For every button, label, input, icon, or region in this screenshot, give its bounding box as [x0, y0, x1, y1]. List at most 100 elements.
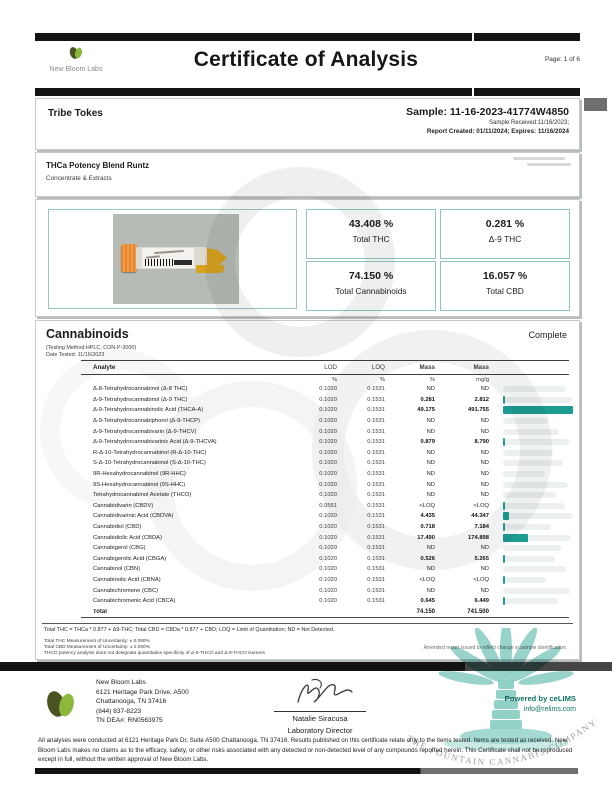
mass-mgg-value: 174.898: [468, 534, 489, 541]
d9-thc-value: 0.281 %: [485, 218, 525, 230]
d9-thc-label: Δ-9 THC: [488, 234, 522, 244]
signer-name: Natalie Siracusa: [292, 714, 348, 723]
lod-value: 0.1020: [319, 576, 337, 583]
cannabinoids-panel: Cannabinoids Complete (Testing Method:HP…: [35, 320, 580, 660]
lod-value: 0.1020: [319, 471, 337, 478]
table-row: Cannabinolic Acid (CBNA) 0.1020 0.1531 <LOQ…: [81, 575, 569, 586]
product-category: Concentrate & Extracts: [46, 175, 112, 182]
analyte-name: Δ-9-Tetrahydrocannabinol (Δ-9 THC): [93, 396, 188, 403]
mass-pct-value: 0.879: [420, 439, 435, 446]
mass-bar: [497, 385, 569, 393]
mass-bar: [497, 501, 569, 510]
table-row: Δ-9-Tetrahydrocannabiphorol (Δ-9-THCP) 0.…: [81, 416, 569, 427]
mass-pct-value: ND: [426, 428, 435, 435]
table-row: R-Δ-10-Tetrahydrocannabinol (R-Δ-10-THC)…: [81, 448, 569, 459]
mass-pct-value: ND: [426, 460, 435, 467]
analyte-name: Δ-8-Tetrahydrocannabinol (Δ-8 THC): [93, 386, 188, 393]
loq-value: 0.1531: [367, 407, 385, 414]
mass-pct-value: ND: [426, 545, 435, 552]
lod-value: 0.1020: [319, 449, 337, 456]
mass-bar: [497, 417, 569, 425]
mass-mgg-value: ND: [480, 418, 489, 425]
analyte-name: Cannabinolic Acid (CBNA): [93, 576, 161, 583]
mass-pct-value: ND: [426, 492, 435, 499]
mass-mgg-value: ND: [480, 545, 489, 552]
faded-text-artifact: [527, 163, 571, 166]
mass-mgg-value: ND: [480, 386, 489, 393]
page-title: Certificate of Analysis: [193, 48, 419, 71]
loq-value: 0.1531: [367, 396, 385, 403]
mass-pct-value: ND: [426, 386, 435, 393]
result-box-d9-thc: 0.281 % Δ-9 THC: [440, 209, 570, 259]
date-tested: Date Tested: 11/16/2023: [46, 351, 105, 358]
faded-text-artifact: [513, 157, 565, 160]
mass-pct-value: <LOQ: [419, 502, 435, 509]
mass-bar: [497, 470, 569, 478]
uncertainty-thc: Total THC Measurement of Uncertainty: ± …: [44, 639, 150, 644]
mass-bar: [497, 406, 573, 415]
section-status: Complete: [528, 330, 567, 340]
page-number: Page: 1 of 6: [544, 56, 580, 63]
mass-bar: [497, 395, 573, 404]
table-row: Δ-8-Tetrahydrocannabinol (Δ-8 THC) 0.1020…: [81, 384, 569, 395]
mass-mgg-value: ND: [480, 428, 489, 435]
loq-value: 0.1531: [367, 386, 385, 393]
top-page-border: [35, 33, 580, 41]
unit-loq: %: [379, 376, 385, 383]
powered-by: Powered by ceLIMS: [504, 694, 576, 703]
total-thc-label: Total THC: [352, 234, 390, 244]
mass-mgg-value: 2.812: [474, 396, 489, 403]
analyte-name: Cannabinol (CBN): [93, 566, 141, 573]
loq-value: 0.1531: [367, 439, 385, 446]
table-row: Δ-9-Tetrahydrocannabivarinic Acid (Δ-9-T…: [81, 437, 570, 448]
col-lod: LOD: [324, 364, 337, 371]
analyte-name: Δ-9-Tetrahydrocannabiphorol (Δ-9-THCP): [93, 418, 200, 425]
footer-dea: TN DEA#: RN0563975: [96, 717, 163, 725]
mass-pct-value: ND: [426, 587, 435, 594]
table-row: Cannabidiol (CBD) 0.1020 0.1531 0.718 7.184: [81, 522, 569, 533]
analyte-name: Δ-9-Tetrahydrocannabinolic Acid (THCA-A): [93, 407, 204, 414]
cannabinoids-table: Analyte LOD LOQ Mass Mass % % % mg/g Δ-8…: [81, 360, 573, 617]
mass-pct-value: 0.718: [420, 524, 435, 531]
mass-mgg-value: ND: [480, 471, 489, 478]
mass-pct-value: 17.490: [417, 534, 435, 541]
footer-logo-icon: [42, 688, 80, 725]
section-title: Cannabinoids: [46, 327, 129, 341]
uncertainty-thco: THCO potency analysis does not designate…: [44, 651, 266, 656]
lod-value: 0.1020: [319, 407, 337, 414]
tube-body: [136, 247, 224, 273]
result-box-total-cbd: 16.057 % Total CBD: [440, 261, 570, 311]
unit-mass-mgg: mg/g: [476, 376, 489, 383]
loq-value: 0.1531: [367, 502, 385, 509]
lab-logo-icon: [67, 45, 85, 65]
total-cbd-value: 16.057 %: [482, 270, 528, 282]
mass-bar: [497, 438, 570, 447]
table-row: Tetrahydrocannabinol Acetate (THCO) 0.102…: [81, 490, 569, 501]
header-divider: [35, 88, 580, 96]
results-panel: 43.408 % Total THC 0.281 % Δ-9 THC 74.15…: [35, 199, 580, 317]
sample-photo-frame: [48, 209, 297, 309]
table-row: Δ-9-Tetrahydrocannabinol (Δ-9 THC) 0.1020…: [81, 395, 573, 406]
sample-id: Sample: 11-16-2023-41774W4850: [406, 106, 569, 118]
sample-received: Sample Received:11/16/2023;: [489, 120, 569, 126]
col-mass-pct: Mass: [419, 364, 435, 371]
mass-bar: [497, 597, 569, 606]
powered-email: info@relims.com: [523, 706, 576, 713]
table-row: Cannabichromenic Acid (CBCA) 0.1020 0.1531…: [81, 596, 569, 607]
loq-value: 0.1531: [367, 576, 385, 583]
total-cbd-label: Total CBD: [486, 286, 524, 296]
mass-pct-value: 49.175: [417, 407, 435, 414]
analyte-name: Cannabigerol (CBG): [93, 545, 146, 552]
mass-bar: [497, 544, 569, 552]
loq-value: 0.1531: [367, 598, 385, 605]
lab-logo: New Bloom Labs: [40, 45, 112, 73]
analyte-name: 9S-Hexahydrocannabinol (9S-HHC): [93, 481, 186, 488]
mass-pct-value: 0.645: [420, 598, 435, 605]
table-row: Δ-9-Tetrahydrocannabinolic Acid (THCA-A)…: [81, 405, 573, 416]
mass-mgg-value: 5.265: [474, 555, 489, 562]
analyte-name: Δ-9-Tetrahydrocannabivarinic Acid (Δ-9-T…: [93, 439, 217, 446]
mass-bar: [497, 459, 569, 467]
disclaimer-text: All analyses were conducted at 6121 Heri…: [38, 737, 573, 764]
mass-mgg-value: 6.449: [474, 598, 489, 605]
mass-mgg-value: ND: [480, 587, 489, 594]
